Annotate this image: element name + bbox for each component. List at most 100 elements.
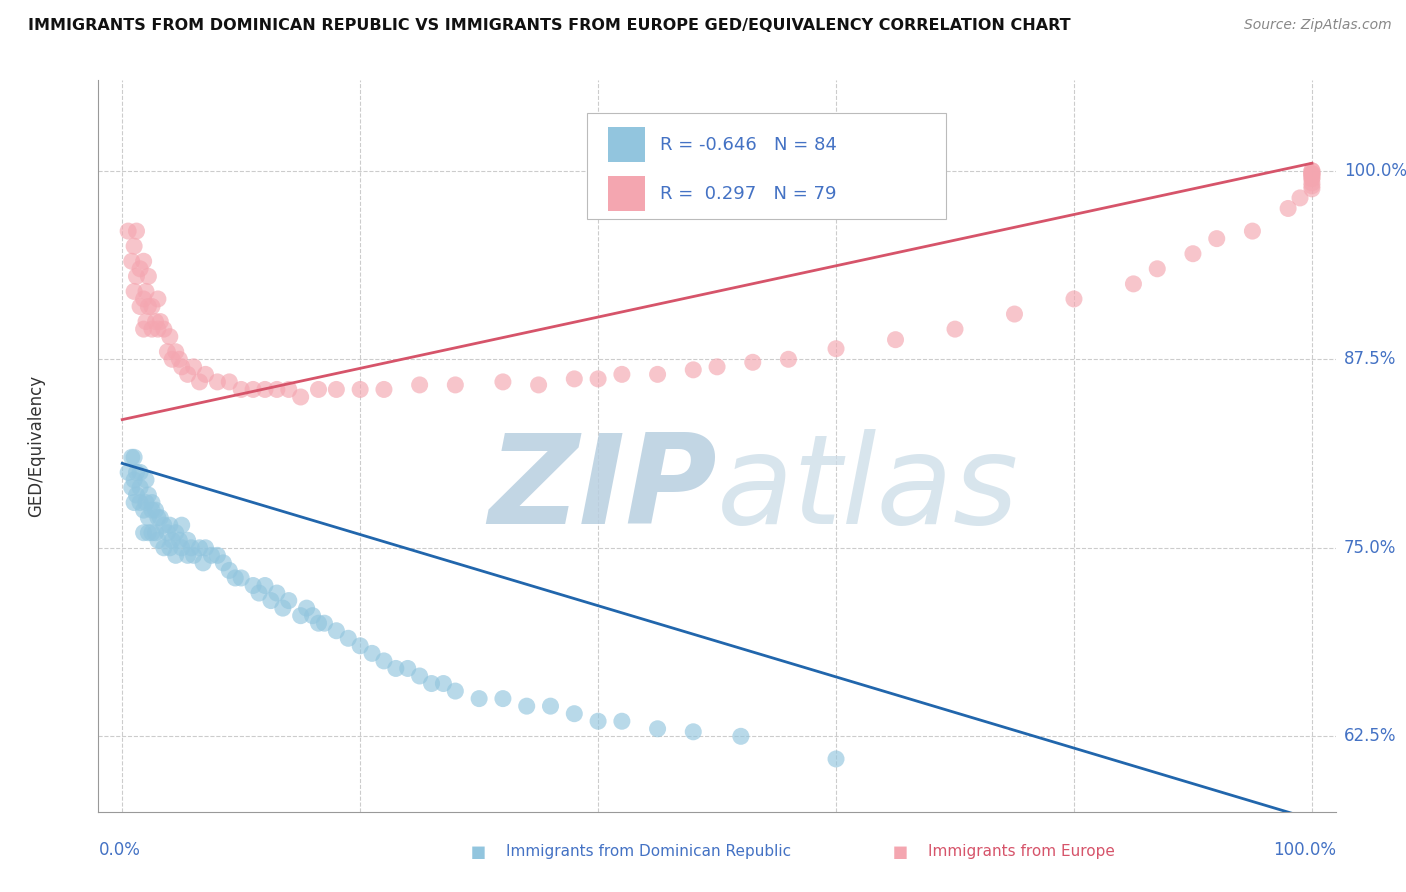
Point — [176, 368, 198, 382]
Point — [146, 322, 169, 336]
Text: ▪: ▪ — [470, 840, 486, 863]
Text: ZIP: ZIP — [488, 429, 717, 550]
Point — [432, 676, 454, 690]
Point — [121, 254, 143, 268]
Point — [122, 239, 145, 253]
Point — [231, 383, 253, 397]
Text: Immigrants from Dominican Republic: Immigrants from Dominican Republic — [506, 845, 792, 859]
Point — [610, 368, 633, 382]
Point — [314, 616, 336, 631]
Point — [1301, 182, 1323, 196]
Point — [188, 375, 211, 389]
Point — [169, 533, 191, 548]
Point — [308, 616, 330, 631]
Point — [122, 285, 145, 299]
Point — [146, 533, 169, 548]
Point — [266, 586, 288, 600]
Point — [183, 549, 205, 563]
Text: 100.0%: 100.0% — [1272, 841, 1336, 859]
Point — [943, 322, 966, 336]
Point — [165, 549, 187, 563]
Text: ▪: ▪ — [891, 840, 908, 863]
Text: 62.5%: 62.5% — [1344, 727, 1396, 746]
Point — [183, 359, 205, 374]
Point — [122, 450, 145, 465]
Text: atlas: atlas — [717, 429, 1019, 550]
Point — [188, 541, 211, 555]
Point — [122, 473, 145, 487]
Point — [138, 510, 160, 524]
Text: GED/Equivalency: GED/Equivalency — [28, 375, 45, 517]
Point — [277, 383, 299, 397]
Point — [191, 556, 214, 570]
Point — [706, 359, 728, 374]
Point — [408, 378, 430, 392]
Point — [138, 269, 160, 284]
Point — [146, 510, 169, 524]
Point — [207, 549, 229, 563]
Point — [1205, 232, 1227, 246]
Point — [231, 571, 253, 585]
Point — [825, 752, 848, 766]
Point — [149, 315, 172, 329]
Point — [145, 315, 167, 329]
Point — [1301, 178, 1323, 193]
Point — [153, 541, 176, 555]
Point — [159, 518, 181, 533]
Point — [129, 495, 152, 509]
Point — [385, 661, 408, 675]
Point — [647, 722, 669, 736]
Point — [207, 375, 229, 389]
Point — [1301, 167, 1323, 181]
Point — [260, 593, 283, 607]
Point — [180, 541, 202, 555]
Point — [1301, 167, 1323, 181]
Point — [135, 495, 157, 509]
Point — [884, 333, 907, 347]
Point — [325, 383, 347, 397]
Point — [156, 525, 179, 540]
Point — [373, 654, 395, 668]
Text: R = -0.646   N = 84: R = -0.646 N = 84 — [661, 136, 837, 153]
Point — [295, 601, 318, 615]
Point — [825, 342, 848, 356]
Point — [290, 390, 312, 404]
Point — [301, 608, 323, 623]
Point — [271, 601, 294, 615]
Point — [1277, 202, 1299, 216]
Point — [224, 571, 246, 585]
Point — [125, 466, 148, 480]
Point — [125, 224, 148, 238]
Point — [444, 378, 467, 392]
Point — [247, 586, 270, 600]
Text: 87.5%: 87.5% — [1344, 351, 1396, 368]
Point — [253, 383, 276, 397]
Point — [145, 525, 167, 540]
Point — [778, 352, 800, 367]
Text: Immigrants from Europe: Immigrants from Europe — [928, 845, 1115, 859]
Point — [138, 488, 160, 502]
Point — [586, 372, 609, 386]
Point — [146, 292, 169, 306]
Point — [132, 525, 155, 540]
Point — [165, 344, 187, 359]
Point — [141, 503, 163, 517]
Point — [132, 503, 155, 517]
Point — [562, 372, 585, 386]
Point — [135, 315, 157, 329]
Point — [135, 473, 157, 487]
Point — [242, 383, 264, 397]
Point — [117, 466, 139, 480]
Point — [122, 495, 145, 509]
Point — [1301, 171, 1323, 186]
Point — [153, 322, 176, 336]
Point — [408, 669, 430, 683]
Point — [160, 533, 183, 548]
Point — [129, 466, 152, 480]
Text: 0.0%: 0.0% — [98, 841, 141, 859]
Point — [165, 525, 187, 540]
Text: R =  0.297   N = 79: R = 0.297 N = 79 — [661, 185, 837, 202]
Text: IMMIGRANTS FROM DOMINICAN REPUBLIC VS IMMIGRANTS FROM EUROPE GED/EQUIVALENCY COR: IMMIGRANTS FROM DOMINICAN REPUBLIC VS IM… — [28, 18, 1071, 33]
Point — [540, 699, 562, 714]
Point — [121, 480, 143, 494]
